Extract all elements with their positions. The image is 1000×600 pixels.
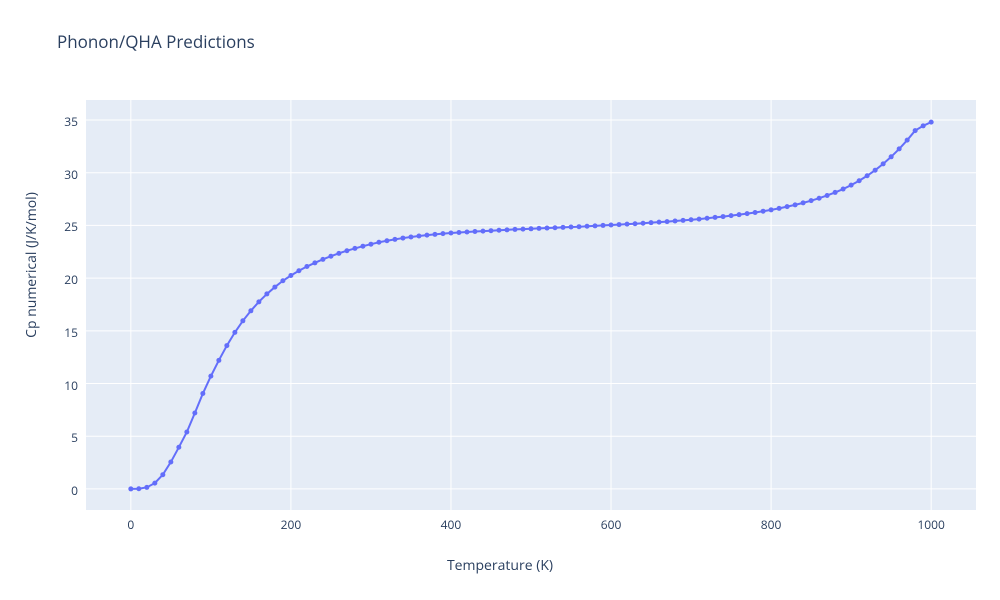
x-tick-label: 200 (261, 516, 321, 533)
x-tick-label: 600 (581, 516, 641, 533)
y-tick-label: 10 (38, 377, 78, 394)
x-tick-label: 800 (741, 516, 801, 533)
y-tick-label: 20 (38, 271, 78, 288)
y-axis-title: Cp numerical (J/K/mol) (22, 140, 41, 390)
y-tick-label: 5 (38, 429, 78, 446)
y-tick-label: 15 (38, 324, 78, 341)
x-tick-label: 400 (421, 516, 481, 533)
y-tick-label: 35 (38, 113, 78, 130)
chart-svg (0, 0, 1000, 600)
x-tick-label: 1000 (901, 516, 961, 533)
data-line (131, 122, 931, 489)
y-tick-label: 30 (38, 166, 78, 183)
chart-container: Phonon/QHA Predictions 02004006008001000… (0, 0, 1000, 600)
grid-lines (86, 100, 976, 510)
y-tick-label: 25 (38, 218, 78, 235)
y-tick-label: 0 (38, 482, 78, 499)
x-tick-label: 0 (101, 516, 161, 533)
data-markers (128, 120, 933, 492)
x-axis-title: Temperature (K) (0, 556, 1000, 575)
